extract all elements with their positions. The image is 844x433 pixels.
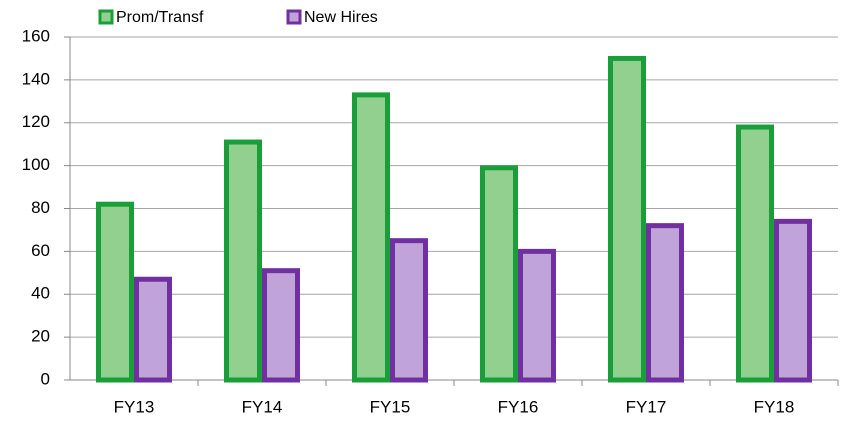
bar xyxy=(390,238,428,383)
bar xyxy=(608,55,646,383)
x-tick-label: FY18 xyxy=(754,397,795,416)
x-tick-label: FY15 xyxy=(370,397,411,416)
y-tick-label: 100 xyxy=(22,155,50,174)
bar xyxy=(736,124,774,383)
y-tick-label: 40 xyxy=(31,284,50,303)
bar xyxy=(262,268,300,383)
x-tick-label: FY14 xyxy=(242,397,283,416)
legend-label: Prom/Transf xyxy=(116,9,204,26)
y-tick-label: 140 xyxy=(22,69,50,88)
bar xyxy=(134,276,172,383)
y-tick-label: 0 xyxy=(41,369,50,388)
bar xyxy=(352,92,390,383)
y-tick-label: 60 xyxy=(31,241,50,260)
y-tick-label: 20 xyxy=(31,327,50,346)
bar xyxy=(96,201,134,383)
bar xyxy=(646,223,684,383)
legend-marker xyxy=(98,9,114,25)
legend-marker xyxy=(286,9,302,25)
legend-label: New Hires xyxy=(304,9,378,26)
x-tick-label: FY16 xyxy=(498,397,539,416)
y-tick-label: 160 xyxy=(22,26,50,45)
bar xyxy=(518,248,556,383)
y-tick-label: 80 xyxy=(31,198,50,217)
bar xyxy=(480,165,518,383)
x-tick-label: FY13 xyxy=(114,397,155,416)
bar xyxy=(774,218,812,383)
x-tick-label: FY17 xyxy=(626,397,667,416)
bar xyxy=(224,139,262,383)
y-tick-label: 120 xyxy=(22,112,50,131)
